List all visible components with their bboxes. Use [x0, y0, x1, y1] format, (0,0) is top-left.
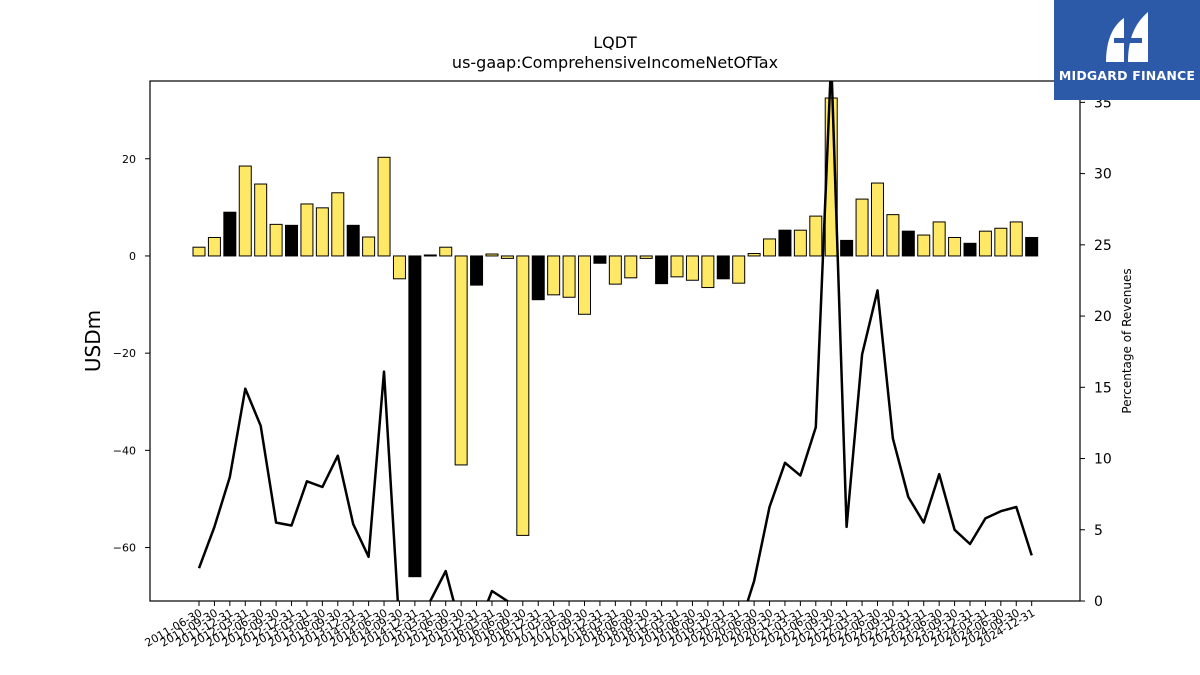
axes: −60−40−20020051015202530352011-06-302011… [113, 80, 1112, 650]
bar [732, 255, 746, 284]
brand-logo: MIDGARD FINANCE [1054, 0, 1200, 100]
bar [223, 211, 237, 257]
plot-frame [149, 80, 1081, 602]
bar [392, 255, 406, 280]
bar [578, 255, 591, 315]
y-tick-label: −20 [113, 347, 136, 360]
chart-subtitle: us-gaap:ComprehensiveIncomeNetOfTax [452, 53, 778, 72]
bar [886, 214, 900, 257]
bar [192, 246, 206, 257]
y-tick-label: 20 [122, 153, 136, 166]
bar [439, 246, 453, 257]
y-tick-label: −40 [113, 444, 136, 457]
bar [254, 183, 268, 257]
bar [840, 239, 854, 257]
brand-mark-icon [1106, 12, 1148, 62]
bar [994, 227, 1008, 257]
bar [870, 182, 884, 257]
bar [747, 253, 761, 257]
bar [917, 234, 931, 257]
bar [593, 255, 607, 264]
y2-tick-label: 30 [1094, 167, 1112, 183]
bar [809, 215, 823, 257]
bar [423, 254, 437, 257]
line-group [197, 81, 1033, 601]
bar [362, 236, 376, 257]
y2-tick-label: 10 [1094, 452, 1112, 468]
y-tick-label: −60 [113, 542, 136, 555]
y2-axis-label: Percentage of Revenues [1120, 268, 1134, 413]
bar [624, 255, 638, 279]
bar [238, 165, 252, 257]
bar [1025, 236, 1039, 257]
bar [285, 224, 299, 257]
y2-tick-label: 25 [1094, 238, 1112, 254]
bar-group [192, 97, 1039, 578]
bar [778, 229, 792, 257]
bar [670, 255, 684, 278]
bar [454, 255, 468, 466]
bar [608, 255, 622, 285]
bar [408, 255, 422, 578]
bar [207, 236, 221, 257]
bar [793, 229, 807, 257]
bar [269, 223, 283, 257]
bar [655, 255, 669, 285]
bar [701, 255, 715, 289]
bar [331, 192, 345, 257]
bar [855, 198, 869, 257]
bar [932, 221, 946, 257]
bar [562, 255, 576, 298]
bar [377, 156, 391, 257]
y-tick-label: 0 [129, 250, 136, 263]
y-axis-label: USDm [81, 310, 105, 372]
bar [485, 253, 499, 257]
bar [1009, 221, 1023, 257]
y2-tick-label: 20 [1094, 309, 1112, 325]
bar [639, 255, 653, 259]
bar [978, 230, 992, 257]
y2-tick-label: 5 [1094, 523, 1103, 539]
bar [500, 255, 514, 259]
bar [531, 255, 545, 301]
bar [470, 255, 484, 286]
bar [346, 224, 360, 257]
bar [547, 255, 561, 296]
bar [763, 238, 777, 257]
bar [315, 207, 329, 257]
bar [685, 255, 699, 281]
series-line [197, 81, 1033, 601]
brand-name: MIDGARD FINANCE [1058, 68, 1196, 83]
bar [300, 203, 314, 257]
bar [948, 236, 962, 257]
bar [516, 255, 530, 536]
y2-tick-label: 15 [1094, 380, 1112, 396]
bar [901, 230, 915, 257]
y2-tick-label: 0 [1094, 594, 1103, 610]
bar [963, 242, 977, 257]
bar [716, 255, 730, 280]
chart-title: LQDT [593, 33, 637, 52]
